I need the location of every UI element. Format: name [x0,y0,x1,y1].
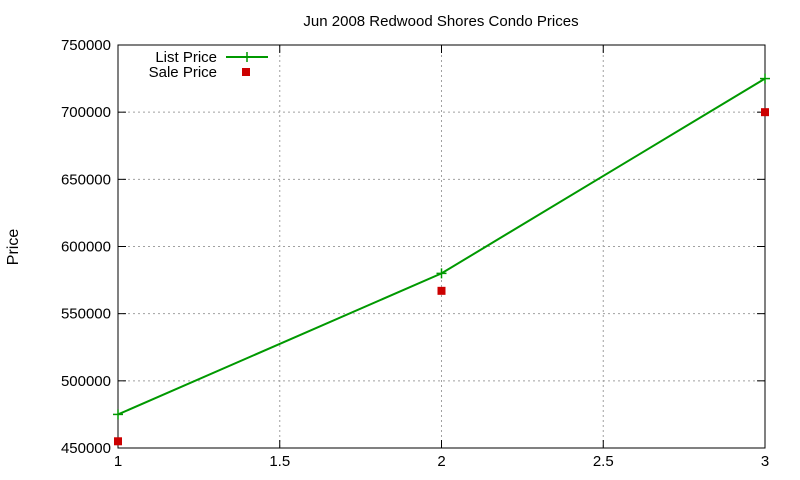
y-tick-label: 450000 [61,440,111,457]
list-price-point [436,268,447,279]
legend-marker-list-price [242,52,252,62]
legend-label-sale-price: Sale Price [149,64,217,81]
list-price-point [113,409,123,420]
legend-marker-sale-price [242,68,250,76]
axis-ticks: 450000 500000 550000 600000 650000 700000 7500… [61,37,769,470]
sale-price-point [114,437,122,446]
list-price-point [760,73,770,84]
y-axis-label: Price [5,229,22,266]
x-tick-label: 1 [114,453,122,470]
y-tick-label: 750000 [61,37,111,54]
series-layer [113,73,770,446]
sale-price-point [761,108,769,117]
x-tick-label: 2 [437,453,445,470]
y-tick-label: 500000 [61,373,111,390]
grid-lines [118,45,765,448]
y-tick-label: 650000 [61,171,111,188]
legend-label-list-price: List Price [155,49,217,66]
plot-frame [117,44,766,449]
x-tick-label: 2.5 [593,453,614,470]
y-tick-label: 600000 [61,239,111,256]
y-tick-label: 550000 [61,306,111,323]
x-tick-label: 3 [761,453,769,470]
y-tick-label: 700000 [61,104,111,121]
x-tick-label: 1.5 [269,453,290,470]
chart-title: Jun 2008 Redwood Shores Condo Prices [303,13,578,30]
sale-price-point [437,286,446,295]
